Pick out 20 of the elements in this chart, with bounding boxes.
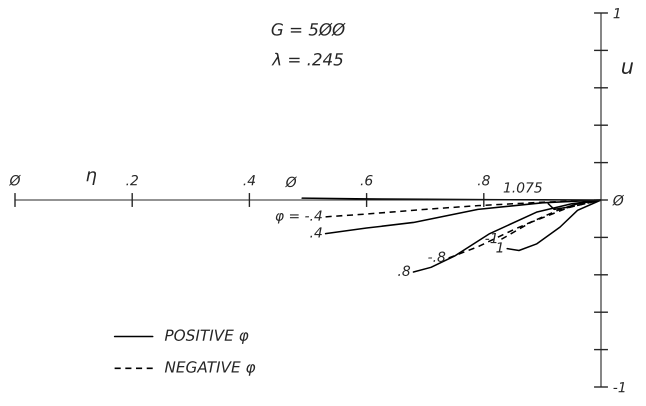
x-tick-label: .2 bbox=[126, 175, 138, 186]
text: λ = .245 bbox=[272, 52, 343, 66]
y-tick-label: -1 bbox=[613, 382, 625, 392]
series-label: 1 bbox=[496, 242, 502, 252]
series-label: 1.075 bbox=[504, 182, 542, 193]
chart-title: G = 5ØØ bbox=[272, 22, 346, 36]
series-label: φ = -.4 bbox=[276, 210, 322, 224]
x-tick-label: Ø bbox=[9, 174, 21, 186]
y-tick-label: Ø bbox=[612, 194, 624, 206]
annotation: NEGATIVE φ bbox=[164, 361, 256, 376]
series-label: .8 bbox=[398, 266, 410, 276]
series-label: -.8 bbox=[428, 251, 446, 262]
x-tick-label: .4 bbox=[244, 175, 256, 186]
y-tick-label: 1 bbox=[613, 8, 620, 18]
x-tick-label: .6 bbox=[360, 175, 373, 186]
series-label: .4 bbox=[310, 227, 322, 238]
x-axis-title: η bbox=[86, 171, 96, 186]
y-axis-title: u bbox=[622, 62, 634, 74]
annotation: POSITIVE φ bbox=[164, 329, 248, 344]
x-tick-label: .8 bbox=[478, 175, 490, 186]
